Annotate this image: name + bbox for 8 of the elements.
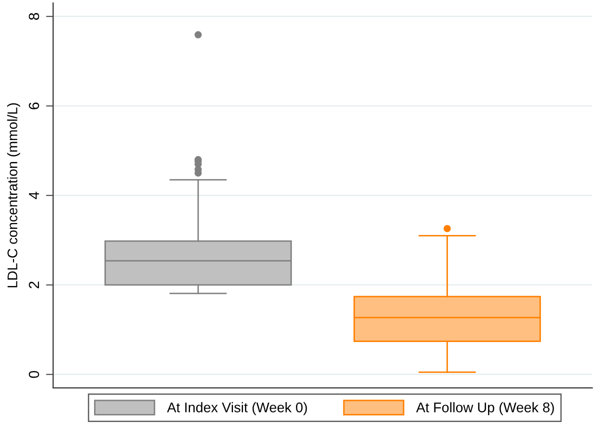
y-axis-title: LDL-C concentration (mmol/L): [7, 103, 20, 288]
y-tick-label: 8: [28, 13, 40, 20]
legend-label: At Follow Up (Week 8): [416, 402, 554, 416]
legend-label: At Index Visit (Week 0): [167, 402, 307, 416]
y-tick-label: 6: [28, 102, 40, 110]
y-tick-label: 0: [28, 370, 40, 378]
y-tick-label: 4: [28, 192, 39, 200]
y-tick-label: 2: [28, 282, 39, 288]
